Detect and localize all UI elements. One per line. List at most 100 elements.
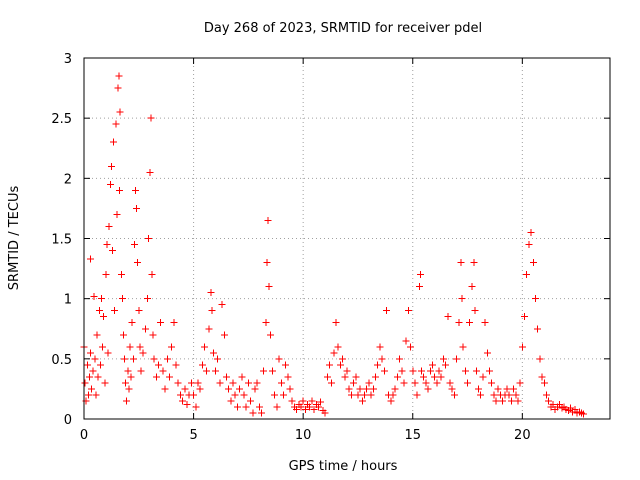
data-point [424, 385, 432, 393]
y-tick-label: 3 [64, 52, 72, 67]
data-point [431, 373, 439, 381]
data-point [214, 355, 222, 363]
data-point [356, 385, 364, 393]
data-point [196, 385, 204, 393]
data-point [367, 391, 375, 399]
data-point [483, 349, 491, 357]
data-points [80, 72, 588, 418]
data-point [102, 271, 110, 279]
data-point [84, 391, 92, 399]
data-point [468, 283, 476, 291]
data-point [136, 343, 144, 351]
data-point [499, 397, 507, 405]
data-point [567, 404, 575, 412]
data-point [114, 84, 122, 92]
data-point [518, 343, 526, 351]
data-point [98, 295, 106, 303]
data-point [116, 186, 124, 194]
data-point [108, 247, 116, 255]
data-point [347, 391, 355, 399]
data-point [123, 397, 131, 405]
data-point [139, 349, 147, 357]
data-point [201, 343, 209, 351]
data-point [549, 401, 557, 409]
data-point [163, 355, 171, 363]
data-point [339, 355, 347, 363]
data-point [571, 405, 579, 413]
data-point [531, 295, 539, 303]
data-point [229, 379, 237, 387]
data-point [113, 210, 121, 218]
data-point [99, 343, 107, 351]
data-point [148, 271, 156, 279]
data-point [472, 367, 480, 375]
data-point [308, 397, 316, 405]
data-point [458, 295, 466, 303]
data-point [492, 397, 500, 405]
data-point [118, 295, 126, 303]
data-point [147, 114, 155, 122]
data-point [545, 397, 553, 405]
data-point [231, 391, 239, 399]
x-axis-label: GPS time / hours [289, 459, 398, 474]
data-point [149, 331, 157, 339]
data-point [297, 403, 305, 411]
data-point [273, 403, 281, 411]
data-point [105, 222, 113, 230]
data-point [448, 385, 456, 393]
data-point [471, 307, 479, 315]
data-point [222, 373, 230, 381]
data-point [236, 385, 244, 393]
data-point [275, 355, 283, 363]
data-point [190, 391, 198, 399]
data-point [129, 355, 137, 363]
data-point [512, 391, 520, 399]
data-point [216, 379, 224, 387]
data-point [87, 255, 95, 263]
data-point [146, 168, 154, 176]
data-point [352, 373, 360, 381]
data-point [470, 259, 478, 267]
data-point [227, 397, 235, 405]
data-point [249, 409, 257, 417]
y-tick-label: 0 [64, 413, 72, 428]
data-point [100, 313, 108, 321]
data-point [341, 373, 349, 381]
data-point [209, 349, 217, 357]
data-point [119, 331, 127, 339]
data-point [107, 162, 115, 170]
data-point [488, 379, 496, 387]
data-point [400, 379, 408, 387]
data-point [376, 343, 384, 351]
data-point [409, 367, 417, 375]
data-point [317, 398, 325, 406]
data-point [111, 307, 119, 315]
y-tick-label: 2 [64, 172, 72, 187]
data-point [137, 367, 145, 375]
data-point [194, 379, 202, 387]
data-point [112, 120, 120, 128]
data-point [310, 405, 318, 413]
data-point [117, 271, 125, 279]
data-point [106, 180, 114, 188]
data-point [485, 367, 493, 375]
data-point [155, 361, 163, 369]
data-point [299, 397, 307, 405]
data-point [286, 385, 294, 393]
data-point [101, 379, 109, 387]
data-point [150, 355, 158, 363]
data-point [407, 343, 415, 351]
y-tick-label: 2.5 [51, 112, 72, 127]
data-point [503, 385, 511, 393]
data-point [212, 367, 219, 375]
data-point [132, 186, 140, 194]
data-point [345, 385, 353, 393]
data-point [83, 361, 91, 369]
plot-frame [83, 57, 611, 420]
data-point [240, 391, 248, 399]
data-point [181, 385, 189, 393]
x-tick-label: 0 [80, 428, 88, 443]
data-point [411, 379, 419, 387]
data-point [380, 367, 388, 375]
data-point [110, 138, 118, 146]
